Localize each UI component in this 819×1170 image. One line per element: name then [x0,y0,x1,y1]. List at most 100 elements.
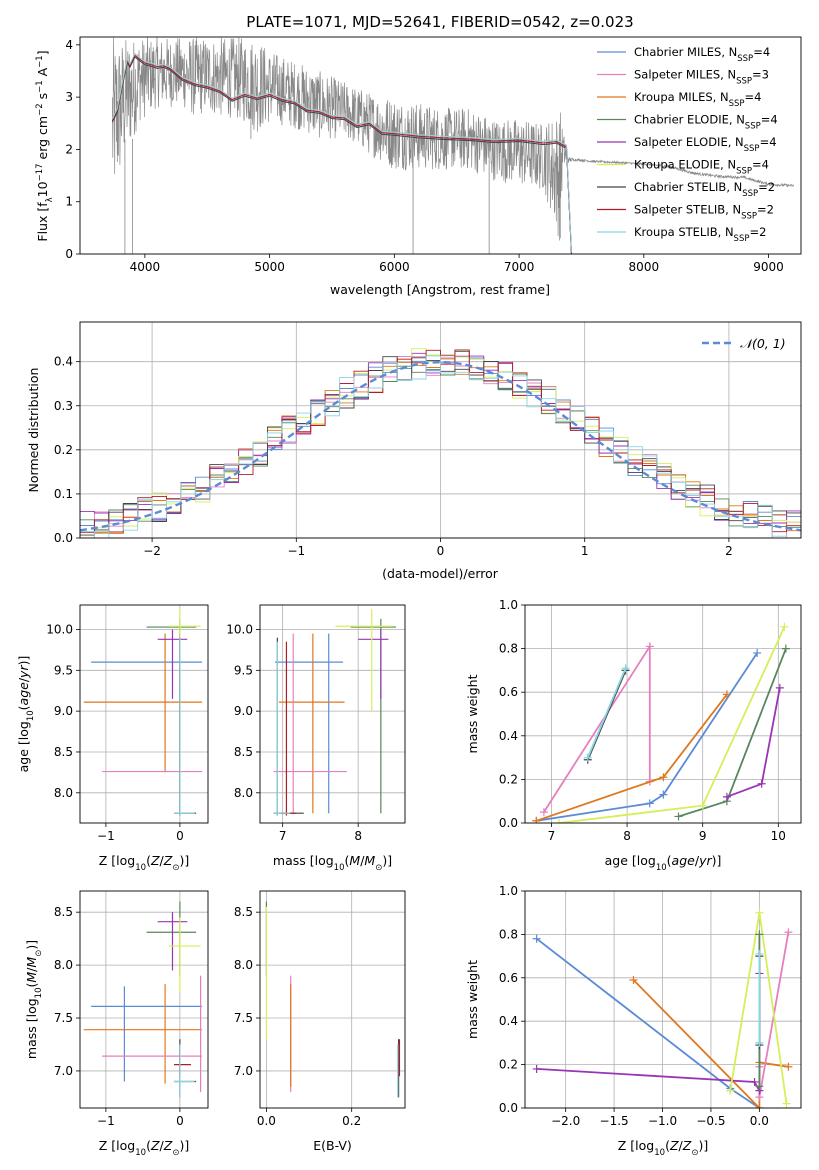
normal-curve [80,360,801,532]
weight-marker-ks [583,753,592,762]
weight-marker-sm [784,928,793,937]
x-tick-label: 7 [279,829,287,843]
x-tick-label: 2 [725,544,733,558]
x-tick-label: 9 [699,829,707,843]
y-tick-label: 7.5 [234,1011,253,1025]
y-axis-label: age [log10(age/yr)] [16,656,36,773]
weight-line-ke [558,626,786,823]
y-tick-label: 8.0 [54,958,73,972]
x-axis-label: (data-model)/error [382,566,499,581]
weight-marker-cm [532,934,541,943]
x-tick-label: 8000 [629,260,660,274]
x-tick-label: 0 [176,829,184,843]
mass-age-panel: 7 8 8.0 8.5 9.0 9.5 10.0 mass [log10(M/M⊙)] [226,604,406,873]
y-tick-label: 1.0 [499,884,518,898]
x-tick-label: −1 [97,1114,115,1128]
weight-marker-se [775,683,784,692]
x-tick-label: −2 [143,544,161,558]
y-tick-label: 0.0 [499,816,518,830]
weight-marker-ce [674,812,683,821]
x-tick-label: 0.2 [342,1114,361,1128]
y-tick-label: 0.8 [499,642,518,656]
ebv-mass-errorbars [265,901,401,1098]
z-mass-panel: −1 0 7.0 7.5 8.0 8.5 Z [log10(Z/Z⊙)] mass [log1… [24,890,209,1158]
x-tick-label: 7000 [504,260,535,274]
legend-entry-cs: Chabrier STELIB, NSSP=2 [634,180,775,199]
y-tick-label: 7.0 [234,1064,253,1078]
y-tick-label: 0.2 [499,772,518,786]
y-tick-label: 8.5 [54,745,73,759]
weight-marker-ce [781,644,790,653]
weight-line-ke [729,912,788,1104]
weight-marker-ke [726,1086,735,1095]
histogram-ks [80,355,801,538]
weight-marker-ke [782,1099,791,1108]
axes-frame [524,604,802,824]
axes-frame [79,604,209,824]
x-axis-label: Z [log10(Z/Z⊙)] [99,1138,189,1158]
axes-frame [79,890,209,1109]
y-tick-label: 0 [65,247,73,261]
weight-marker-se [750,1077,759,1086]
model-fit-ss [111,54,572,254]
y-tick-label: 8.5 [234,745,253,759]
legend-entry-ce: Chabrier ELODIE, NSSP=4 [634,113,778,132]
axes-frame [524,890,802,1109]
weight-marker-cm [659,790,668,799]
weight-marker-ks [621,664,630,673]
weight-line-ce [678,648,787,818]
y-tick-label: 8.0 [54,786,73,800]
y-tick-label: 9.5 [234,663,253,677]
axes-frame [79,321,802,539]
weight-line-cm [536,937,760,1108]
x-tick-label: −0.5 [696,1114,725,1128]
weight-marker-ce [755,930,764,939]
y-tick-label: 0.6 [499,971,518,985]
weight-marker-km [532,816,541,823]
x-tick-label: 0 [176,1114,184,1128]
observed-spectrum [112,37,794,241]
weight-marker-km [659,773,668,782]
y-tick-label: 7.0 [54,1064,73,1078]
x-axis-label: mass [log10(M/M⊙)] [273,853,392,873]
y-tick-label: 8.0 [234,958,253,972]
y-tick-label: 0.4 [54,355,73,369]
x-tick-label: −1.0 [648,1114,677,1128]
y-tick-label: 0.2 [54,443,73,457]
x-axis-label: E(B-V) [313,1138,352,1153]
x-axis-label: wavelength [Angstrom, rest frame] [330,282,550,297]
x-tick-label: 1 [581,544,589,558]
weight-marker-ke [780,622,789,631]
age-weight-lines [532,622,790,823]
y-tick-label: 10.0 [226,622,253,636]
y-tick-label: 9.0 [234,704,253,718]
x-tick-label: 7 [548,829,556,843]
x-tick-label: 0.0 [257,1114,276,1128]
x-axis-label: Z [log10(Z/Z⊙)] [99,853,189,873]
weight-marker-sm [539,808,548,817]
z-weight-panel: −2.0 −1.5 −1.0 −0.5 0.0 0.0 0.2 0.4 0.6 0.8 1.0 Z [… [465,884,802,1158]
weight-marker-sm [645,642,654,651]
y-tick-label: 8.5 [234,905,253,919]
weight-marker-se [722,792,731,801]
axes-frame [79,36,802,255]
y-tick-label: 0.0 [54,531,73,545]
y-tick-label: 0.4 [499,729,518,743]
weight-marker-se [757,779,766,788]
axes-frame [259,604,406,824]
legend-entry-se: Salpeter ELODIE, NSSP=4 [634,135,777,154]
y-tick-label: 0.0 [499,1101,518,1115]
weight-marker-ke [698,801,707,810]
x-tick-label: 0.0 [750,1114,769,1128]
x-tick-label: 6000 [379,260,410,274]
y-tick-label: 0.1 [54,487,73,501]
model-fit-ks [111,52,572,253]
y-tick-label: 3 [65,90,73,104]
z-mass-errorbars [83,901,203,1098]
axes-frame [259,890,406,1109]
y-tick-label: 7.5 [54,1011,73,1025]
y-tick-label: 2 [65,142,73,156]
weight-line-km [536,693,728,822]
x-tick-label: 5000 [254,260,285,274]
